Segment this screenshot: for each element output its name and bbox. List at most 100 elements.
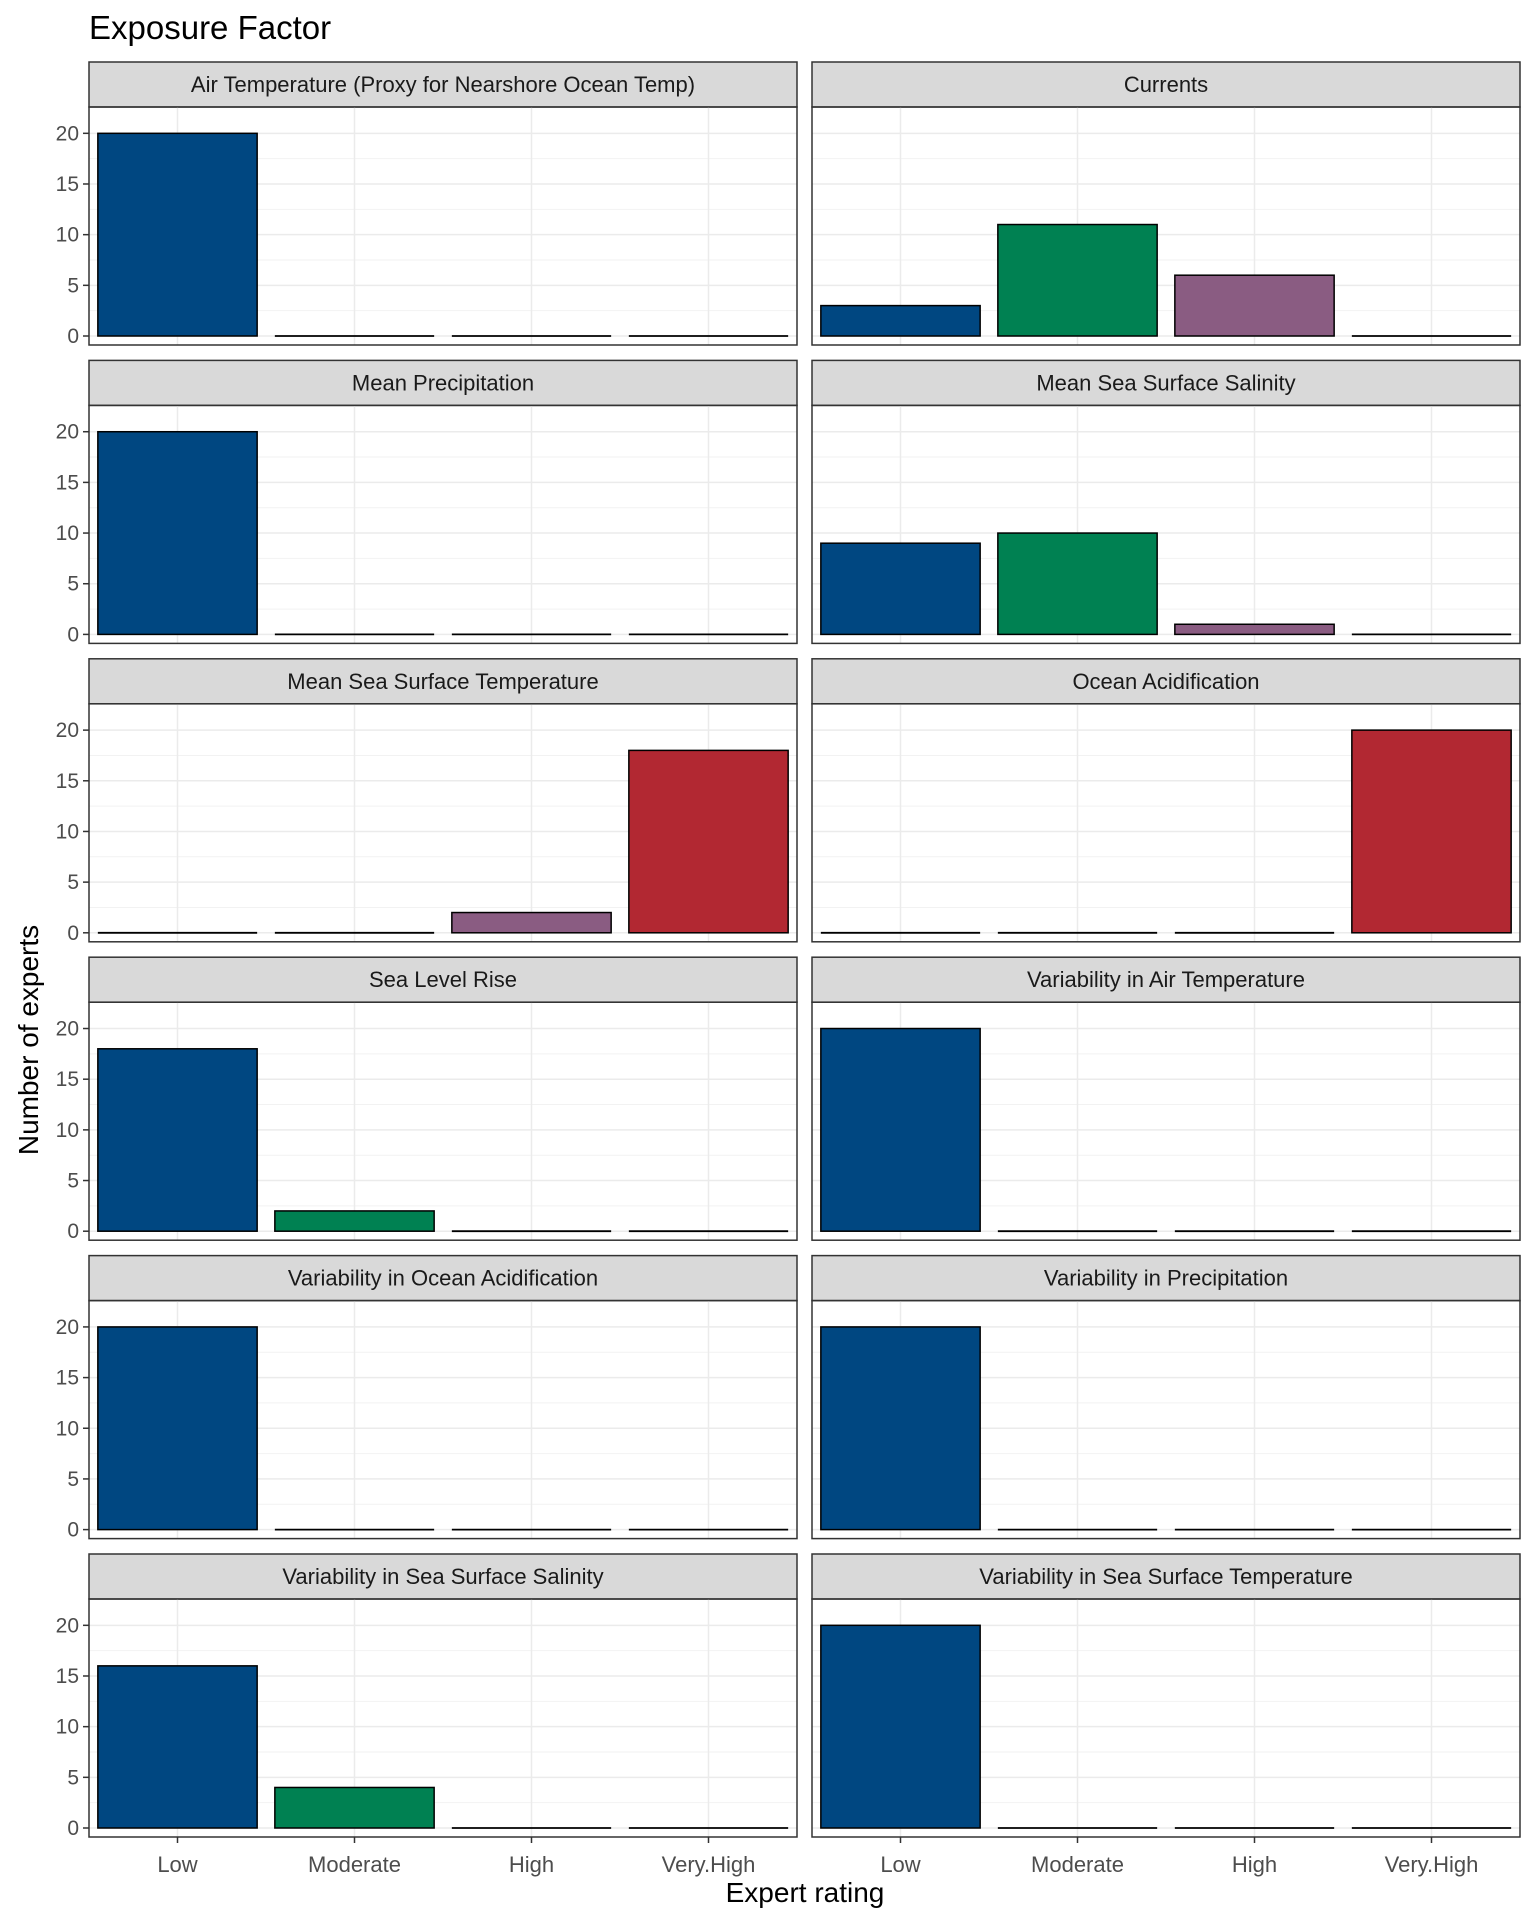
x-tick-label: High [509,1852,554,1877]
facet-panel: Sea Level Rise 0 5 10 15 20 [56,956,798,1243]
bar [1174,274,1335,337]
y-tick-label: 15 [56,770,79,793]
facet-title: Mean Sea Surface Temperature [287,669,598,694]
facet-title: Ocean Acidification [1072,669,1259,694]
y-tick-label: 20 [56,421,79,444]
facet-title: Variability in Precipitation [1044,1266,1288,1291]
panels-layer: Air Temperature (Proxy for Nearshore Oce… [56,61,1521,1877]
bar [997,223,1158,337]
panel-border [88,1001,798,1241]
facet-title: Currents [1124,72,1208,97]
chart-title: Exposure Factor [89,9,331,46]
panel-border [88,1299,798,1540]
x-tick-label: High [1232,1852,1277,1877]
x-tick-label: Very.High [1385,1852,1479,1877]
y-tick-label: 5 [67,1468,79,1491]
x-tick-label: Moderate [308,1852,401,1877]
y-tick-label: 5 [67,573,79,596]
y-tick-label: 15 [56,173,79,196]
facet-panel: Variability in Air Temperature [811,956,1521,1241]
y-tick-label: 5 [67,871,79,894]
y-tick-label: 10 [56,1716,79,1739]
bar [820,1027,981,1232]
x-tick-label: Low [157,1852,197,1877]
facet-header [88,1254,798,1302]
y-tick-label: 0 [67,1220,79,1243]
bar [628,749,789,934]
bar [820,542,981,636]
y-tick-label: 20 [56,1018,79,1041]
y-tick-label: 5 [67,1766,79,1789]
facet-header [811,359,1521,407]
panel-border [811,1299,1521,1540]
bar [274,1786,435,1829]
y-tick-label: 10 [56,224,79,247]
bar [451,911,612,934]
bar [274,1210,435,1232]
facet-title: Mean Sea Surface Salinity [1036,370,1295,395]
y-tick-label: 10 [56,522,79,545]
y-tick-label: 20 [56,1316,79,1339]
y-axis-label: Number of experts [13,925,44,1155]
facet-title: Variability in Air Temperature [1027,967,1305,992]
panel-border [811,1001,1521,1241]
y-tick-label: 0 [67,1817,79,1840]
facet-header [88,956,798,1003]
x-tick-label: Moderate [1031,1852,1124,1877]
y-tick-label: 15 [56,471,79,494]
panel-border [88,1598,798,1838]
bar [1351,729,1512,934]
y-tick-label: 10 [56,1417,79,1440]
facet-header [88,61,798,108]
bar [97,430,258,636]
bar [97,1048,258,1232]
y-tick-label: 5 [67,274,79,297]
panel-border [811,1598,1521,1838]
facet-panel: Variability in Ocean Acidification 0 5 10 15… [56,1254,798,1542]
panel-border [88,106,798,346]
facet-title: Sea Level Rise [369,967,517,992]
x-tick-label: Very.High [662,1852,756,1877]
y-tick-label: 5 [67,1170,79,1193]
bar [1174,623,1335,636]
y-tick-label: 15 [56,1665,79,1688]
facet-title: Variability in Sea Surface Temperature [979,1564,1352,1589]
bar [97,1326,258,1531]
bar [820,1624,981,1829]
panel-border [811,404,1521,645]
facet-panel: Mean Precipitation 0 5 10 15 20 [56,359,798,646]
bar [97,1665,258,1829]
y-tick-label: 0 [67,922,79,945]
facet-panel: Variability in Sea Surface Salinity 0 5 10 1… [56,1553,798,1877]
facet-title: Mean Precipitation [352,370,534,395]
facet-header [88,1553,798,1600]
panel-border [88,404,798,645]
facet-panel: Mean Sea Surface Salinity [811,359,1521,645]
y-tick-label: 0 [67,325,79,348]
facet-header [88,658,798,705]
panel-border [811,106,1521,346]
y-tick-label: 15 [56,1367,79,1390]
facet-title: Variability in Ocean Acidification [288,1266,598,1291]
panel-border [811,703,1521,943]
facet-title: Air Temperature (Proxy for Nearshore Oce… [191,72,695,97]
x-axis-label: Expert rating [726,1877,885,1908]
facet-title: Variability in Sea Surface Salinity [282,1564,603,1589]
y-tick-label: 0 [67,623,79,646]
facet-panel: Ocean Acidification [811,658,1521,943]
y-tick-label: 10 [56,820,79,843]
y-tick-label: 20 [56,719,79,742]
facet-panel: Air Temperature (Proxy for Nearshore Oce… [56,61,798,348]
y-tick-label: 20 [56,1614,79,1637]
facet-panel: Mean Sea Surface Temperature 0 5 10 15 20 [56,658,798,945]
facet-panel: Variability in Sea Surface Temperature Lo… [811,1553,1521,1877]
y-tick-label: 10 [56,1119,79,1142]
bar [820,304,981,337]
facet-header [811,1254,1521,1302]
x-tick-label: Low [880,1852,920,1877]
facet-panel: Variability in Precipitation [811,1254,1521,1540]
facet-panel: Currents [811,61,1521,346]
y-tick-label: 20 [56,122,79,145]
